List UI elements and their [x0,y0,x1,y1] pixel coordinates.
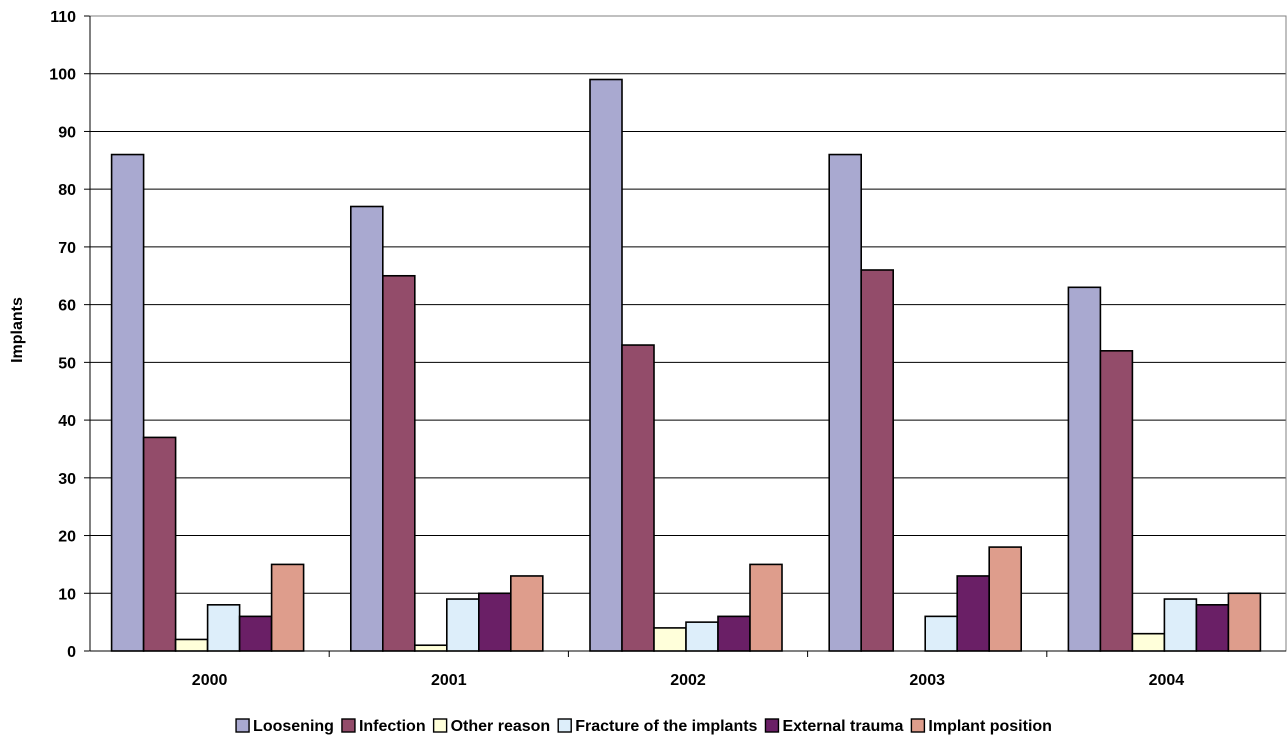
legend-swatch [910,718,926,733]
x-tick-label: 2000 [192,672,228,689]
y-tick-label: 50 [58,355,76,372]
bar-external-trauma-2001 [477,592,512,652]
bar-implant-position-2000 [270,563,305,652]
bar-other-reason-2001 [413,644,448,652]
y-tick-label: 30 [58,471,76,488]
bar-infection-2000 [142,436,177,652]
bar-implant-position-2003 [988,546,1023,652]
legend-swatch [235,718,250,733]
legend-swatch [432,718,448,733]
bar-fracture-of-the-implants-2001 [445,598,480,652]
bar-external-trauma-2002 [717,615,751,652]
bar-external-trauma-2004 [1195,604,1230,652]
bar-infection-2001 [381,274,416,652]
bar-implant-position-2004 [1227,592,1262,652]
y-tick-label: 10 [58,586,76,603]
y-tick-label: 110 [50,9,76,26]
bar-loosening-2004 [1067,286,1102,652]
bar-implant-position-2002 [749,563,783,652]
bar-implant-position-2001 [509,575,544,652]
legend-label: Loosening [253,718,334,735]
y-tick-label: 90 [58,124,76,141]
bar-other-reason-2002 [653,627,687,652]
bar-loosening-2000 [110,153,145,652]
bar-fracture-of-the-implants-2002 [685,621,719,652]
axes: 0 10 20 30 40 50 60 70 80 90 100 110 2000 2001 2002 200… [49,9,1287,689]
bar-fracture-of-the-implants-2000 [206,604,241,652]
bar-loosening-2003 [828,153,863,652]
legend-swatch [341,718,356,733]
bar-infection-2003 [860,269,895,652]
x-tick-label: 2001 [431,672,467,689]
x-tick-label: 2004 [1149,672,1185,689]
legend-label: Other reason [451,718,551,735]
y-tick-label: 70 [58,240,76,257]
bar-loosening-2001 [349,205,384,652]
x-tick-label: 2003 [909,672,945,689]
bars [110,78,1262,652]
legend: Loosening Infection Other reason Fracture o… [235,718,1052,735]
bar-infection-2002 [621,344,655,652]
legend-label: External trauma [782,718,903,735]
x-tick-label: 2002 [670,672,706,689]
y-axis-label: Implants [9,297,26,363]
bar-other-reason-2004 [1131,632,1166,652]
bar-external-trauma-2003 [956,575,991,652]
y-tick-label: 60 [58,298,76,315]
bar-loosening-2002 [589,78,623,652]
legend-swatch [764,718,780,733]
y-tick-label: 100 [49,67,76,84]
legend-label: Implant position [928,718,1052,735]
legend-label: Fracture of the implants [575,718,757,735]
y-tick-label: 80 [58,182,76,199]
bar-external-trauma-2000 [238,615,273,652]
legend-swatch [557,718,572,733]
bar-other-reason-2000 [174,638,209,652]
y-tick-label: 20 [58,529,76,546]
legend-label: Infection [359,718,426,735]
bar-fracture-of-the-implants-2004 [1163,598,1198,652]
bar-infection-2004 [1099,350,1134,652]
y-tick-label: 0 [67,644,76,661]
bar-fracture-of-the-implants-2003 [924,615,959,652]
y-tick-label: 40 [58,413,76,430]
